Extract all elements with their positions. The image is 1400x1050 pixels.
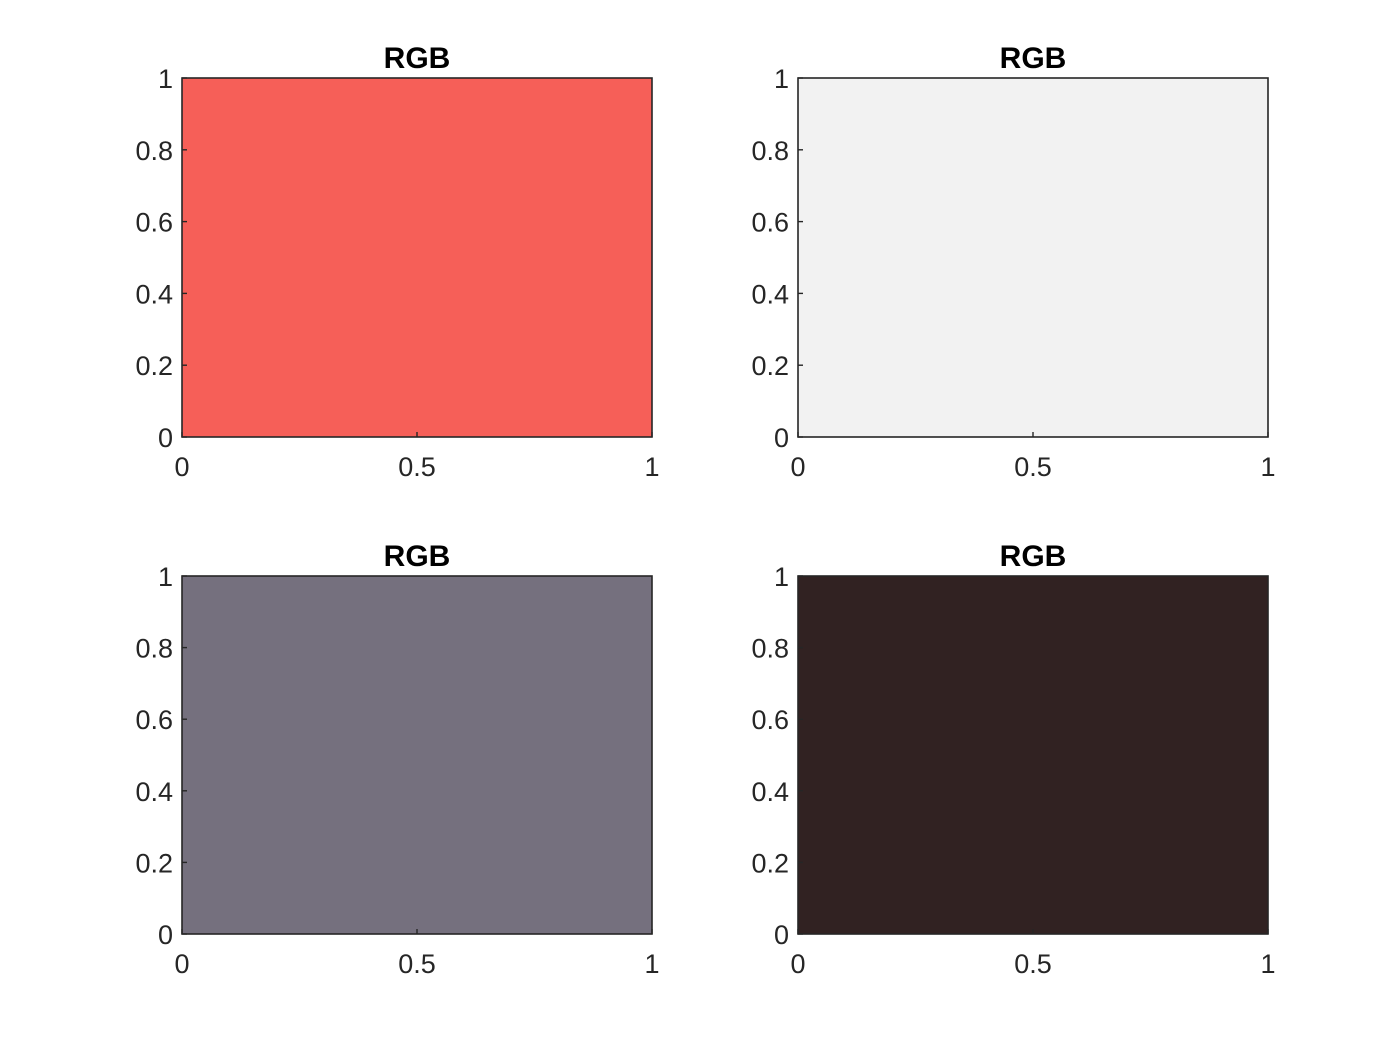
x-tick-label: 0 xyxy=(790,949,805,979)
y-tick-label: 0 xyxy=(158,920,173,950)
y-tick-label: 0.2 xyxy=(135,848,173,878)
subplot-1: RGB 0 0.5 1 0 0.2 0.4 0.6 0.8 1 xyxy=(135,42,659,482)
x-tick-label: 0.5 xyxy=(398,452,436,482)
y-tick-label: 0.4 xyxy=(751,279,789,309)
y-tick-label: 0.4 xyxy=(135,279,173,309)
x-tick-label: 0 xyxy=(174,949,189,979)
y-tick-label: 0.6 xyxy=(135,705,173,735)
x-tick-label: 1 xyxy=(1260,452,1275,482)
x-tick-label: 0.5 xyxy=(398,949,436,979)
y-tick-label: 0.8 xyxy=(751,634,789,664)
y-tick-label: 0.4 xyxy=(135,777,173,807)
x-tick-label: 1 xyxy=(644,452,659,482)
x-tick-label: 1 xyxy=(644,949,659,979)
color-fill-area xyxy=(182,576,652,934)
subplot-2: RGB 0 0.5 1 0 0.2 0.4 0.6 0.8 1 xyxy=(751,42,1275,482)
y-tick-label: 0 xyxy=(774,423,789,453)
y-tick-label: 0.4 xyxy=(751,777,789,807)
y-tick-label: 0.2 xyxy=(751,351,789,381)
y-tick-label: 1 xyxy=(774,64,789,94)
y-tick-label: 0.8 xyxy=(135,634,173,664)
x-tick-label: 0.5 xyxy=(1014,452,1052,482)
y-tick-label: 0.8 xyxy=(135,136,173,166)
y-tick-label: 0 xyxy=(158,423,173,453)
y-tick-label: 1 xyxy=(774,562,789,592)
subplot-4: RGB 0 0.5 1 0 0.2 0.4 0.6 0.8 1 xyxy=(751,540,1275,979)
y-tick-label: 0.6 xyxy=(135,208,173,238)
subplot-title: RGB xyxy=(384,540,451,573)
subplot-title: RGB xyxy=(1000,42,1067,75)
y-tick-label: 0.2 xyxy=(751,848,789,878)
subplot-title: RGB xyxy=(384,42,451,75)
color-fill-area xyxy=(182,78,652,437)
subplot-3: RGB 0 0.5 1 0 0.2 0.4 0.6 0.8 1 xyxy=(135,540,659,979)
x-tick-label: 1 xyxy=(1260,949,1275,979)
y-tick-label: 0.6 xyxy=(751,705,789,735)
x-tick-label: 0.5 xyxy=(1014,949,1052,979)
y-tick-label: 0.6 xyxy=(751,208,789,238)
y-tick-label: 1 xyxy=(158,562,173,592)
y-tick-label: 0.2 xyxy=(135,351,173,381)
y-tick-label: 0 xyxy=(774,920,789,950)
color-fill-area xyxy=(798,78,1268,437)
y-tick-label: 0.8 xyxy=(751,136,789,166)
y-tick-label: 1 xyxy=(158,64,173,94)
x-tick-label: 0 xyxy=(174,452,189,482)
x-tick-label: 0 xyxy=(790,452,805,482)
color-fill-area xyxy=(798,576,1268,934)
subplot-title: RGB xyxy=(1000,540,1067,573)
